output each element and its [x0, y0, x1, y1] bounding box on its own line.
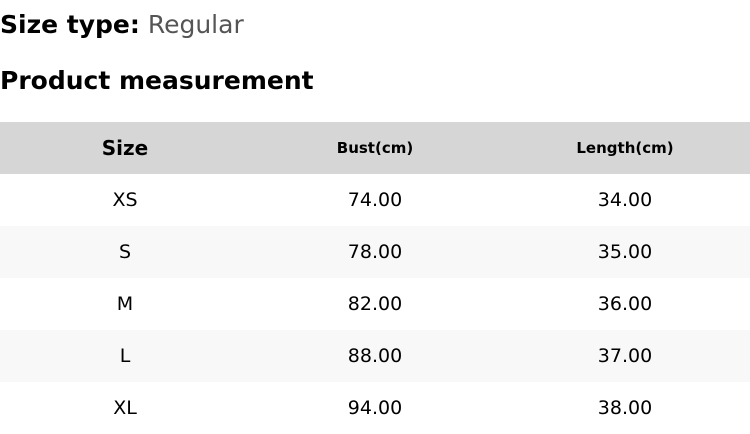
cell-bust: 94.00: [347, 397, 403, 419]
cell-bust: 78.00: [347, 241, 403, 263]
table-row: XL 94.00 38.00: [0, 382, 750, 434]
section-title: Product measurement: [0, 66, 314, 95]
measurement-table: Size Bust(cm) Length(cm) XS 74.00 34.00 S 78…: [0, 122, 750, 434]
header-bust: Bust(cm): [336, 139, 414, 157]
size-type: Size type: Regular: [0, 10, 244, 39]
cell-length: 37.00: [597, 345, 653, 367]
table-row: XS 74.00 34.00: [0, 174, 750, 226]
cell-length: 36.00: [597, 293, 653, 315]
cell-size: XL: [113, 397, 137, 419]
cell-bust: 82.00: [347, 293, 403, 315]
cell-bust: 74.00: [347, 189, 403, 211]
header-size: Size: [101, 136, 149, 160]
table-header-row: Size Bust(cm) Length(cm): [0, 122, 750, 174]
cell-size: M: [116, 293, 134, 315]
header-length: Length(cm): [576, 139, 674, 157]
table-row: L 88.00 37.00: [0, 330, 750, 382]
cell-size: L: [119, 345, 131, 367]
size-type-value: Regular: [147, 10, 244, 39]
cell-length: 38.00: [597, 397, 653, 419]
table-row: S 78.00 35.00: [0, 226, 750, 278]
cell-bust: 88.00: [347, 345, 403, 367]
cell-length: 34.00: [597, 189, 653, 211]
cell-length: 35.00: [597, 241, 653, 263]
cell-size: S: [118, 241, 132, 263]
size-type-label: Size type:: [0, 10, 140, 39]
cell-size: XS: [112, 189, 138, 211]
table-row: M 82.00 36.00: [0, 278, 750, 330]
